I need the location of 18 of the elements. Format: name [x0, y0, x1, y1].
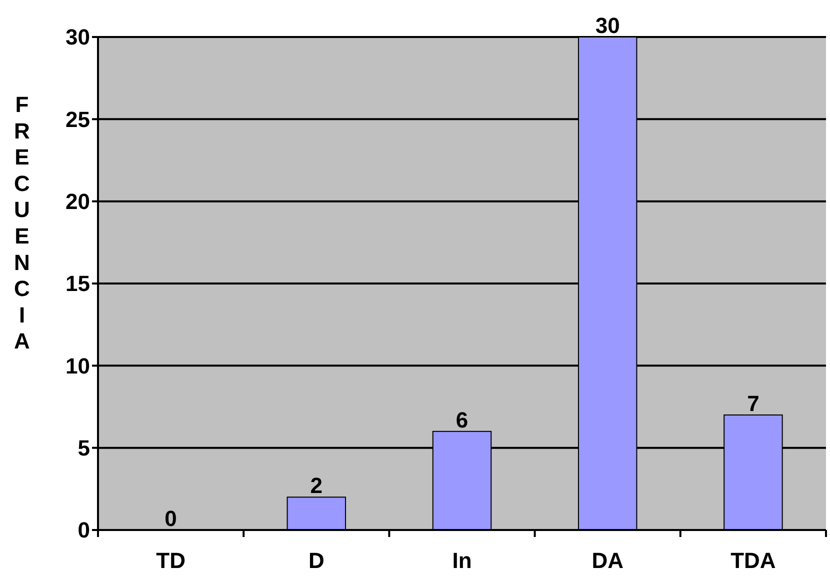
- x-tick-label: DA: [592, 548, 624, 573]
- data-label: 7: [747, 390, 760, 416]
- text: FRECUENCIA: [14, 92, 30, 354]
- y-tick-label: 30: [66, 24, 90, 50]
- data-label: 30: [595, 13, 620, 38]
- data-label: 2: [310, 473, 323, 498]
- data-label: 6: [456, 407, 468, 432]
- x-tick-label: TDA: [730, 548, 776, 573]
- y-tick-label: 5: [78, 436, 90, 461]
- x-tick-label: In: [452, 548, 472, 573]
- y-tick-label: 0: [78, 518, 90, 543]
- y-tick-label: 15: [66, 271, 90, 296]
- data-label: 0: [164, 506, 177, 531]
- y-tick-label: 20: [66, 189, 90, 214]
- y-tick-label: 10: [66, 353, 90, 378]
- x-tick-label: TD: [156, 548, 186, 573]
- x-tick-label: D: [308, 548, 324, 573]
- y-tick-label: 25: [66, 106, 90, 132]
